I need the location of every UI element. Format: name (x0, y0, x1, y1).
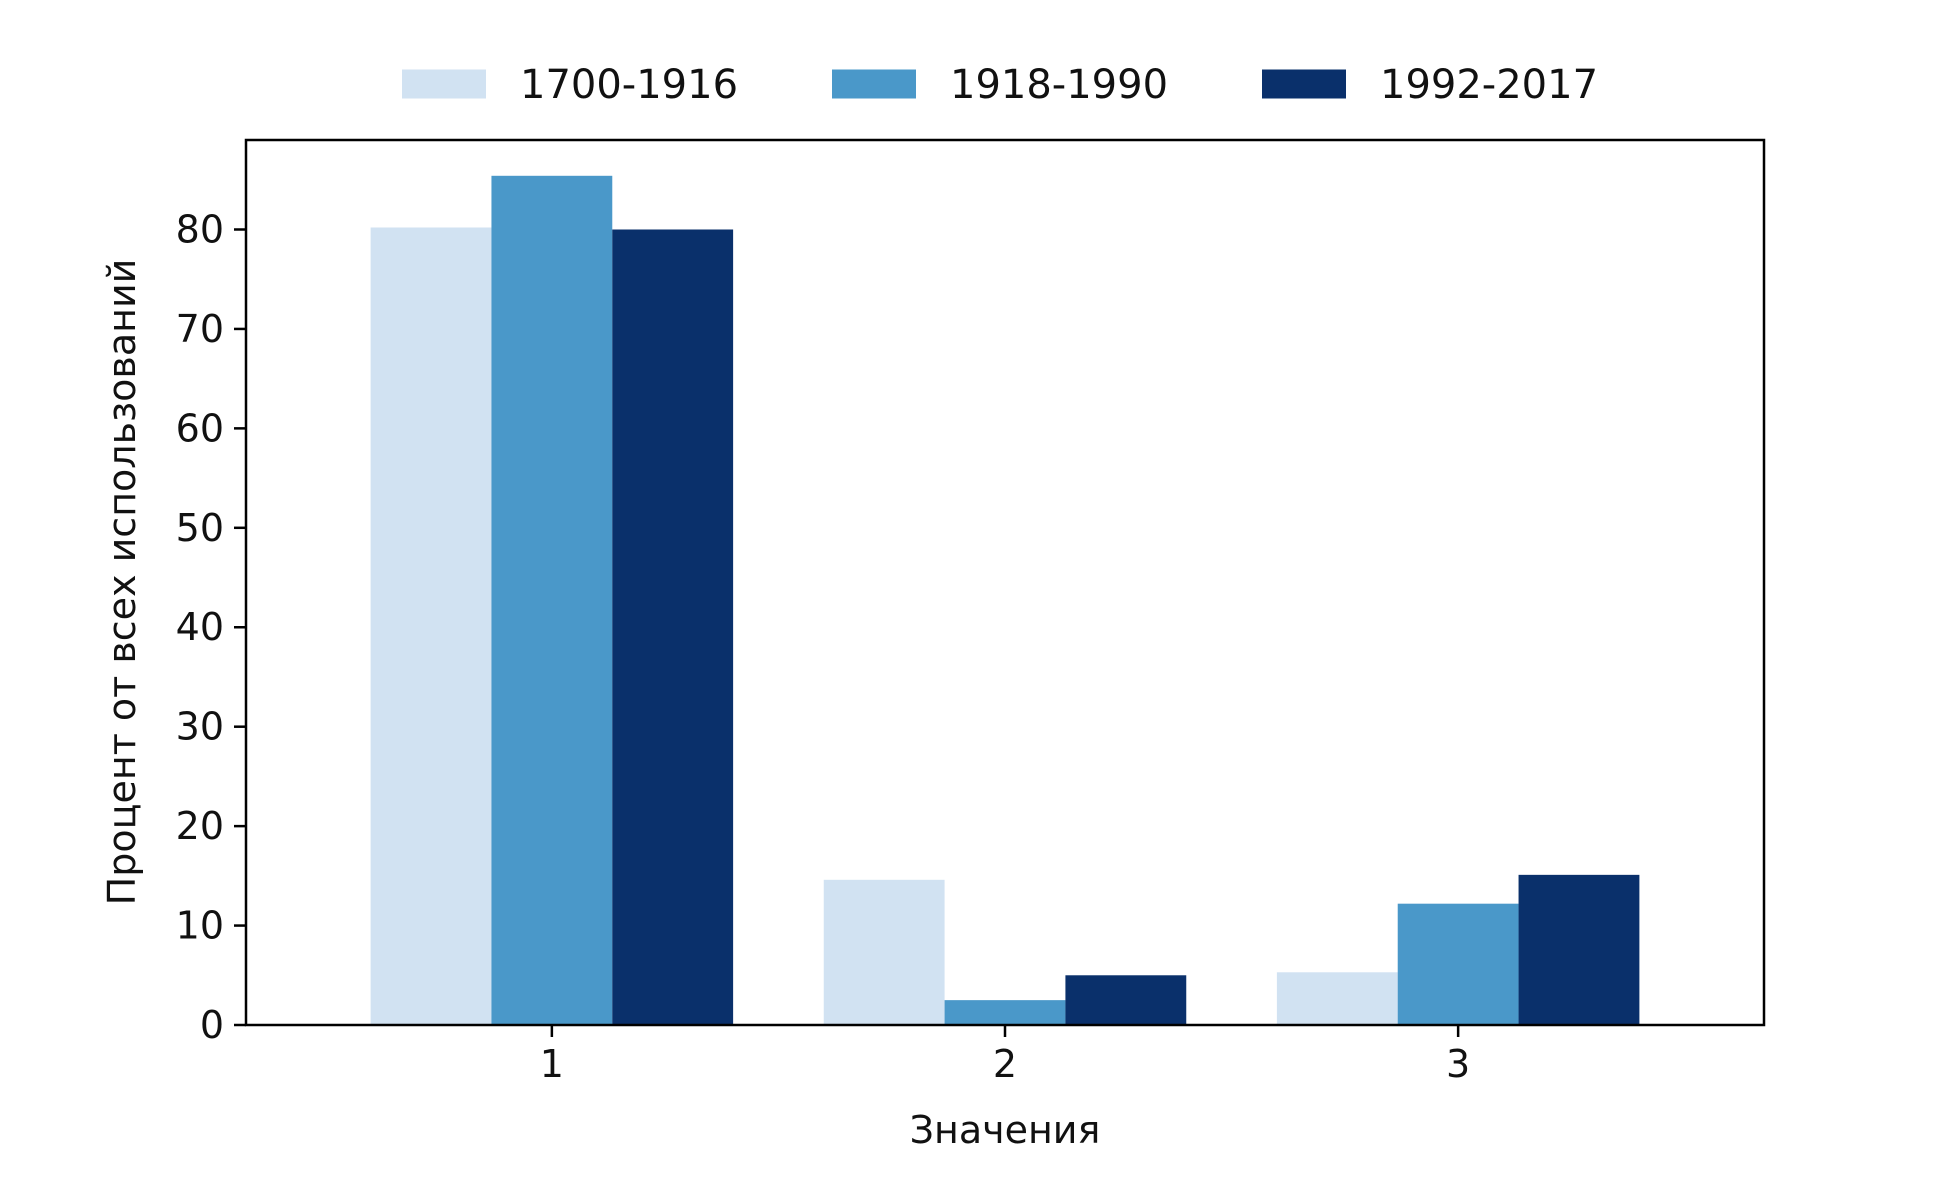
bar-1918-1990-category-3 (1397, 903, 1519, 1025)
legend-swatch-1700-1916 (402, 69, 486, 99)
y-tick-label: 20 (176, 804, 224, 848)
y-tick-label: 70 (176, 307, 224, 351)
legend-swatch-1918-1990 (832, 69, 916, 99)
legend-label-1700-1916: 1700-1916 (520, 62, 738, 108)
x-tick-label: 3 (1446, 1042, 1470, 1086)
legend-label-1992-2017: 1992-2017 (1380, 62, 1598, 108)
y-tick-label: 30 (176, 705, 224, 749)
y-tick-label: 60 (176, 406, 224, 450)
y-tick-label: 50 (176, 506, 224, 550)
legend: 1700-1916 1918-1990 1992-2017 (402, 62, 1598, 108)
x-tick-label: 1 (540, 1042, 564, 1086)
y-tick-label: 40 (176, 605, 224, 649)
bar-1992-2017-category-3 (1518, 874, 1640, 1025)
bar-1992-2017-category-2 (1065, 975, 1187, 1025)
bars-layer (370, 175, 1640, 1026)
legend-swatch-1992-2017 (1262, 69, 1346, 99)
y-tick-label: 80 (176, 207, 224, 251)
y-tick-label: 10 (176, 904, 224, 948)
bar-1700-1916-category-2 (823, 879, 945, 1025)
bar-1918-1990-category-1 (491, 175, 613, 1026)
bar-1918-1990-category-2 (944, 1000, 1066, 1025)
bar-1992-2017-category-1 (612, 229, 734, 1025)
x-tick-label: 2 (993, 1042, 1017, 1086)
bar-1700-1916-category-1 (370, 227, 492, 1025)
legend-label-1918-1990: 1918-1990 (950, 62, 1168, 108)
y-axis-label: Процент от всех использований (100, 259, 144, 906)
x-axis-label: Значения (910, 1108, 1101, 1152)
y-tick-label: 0 (200, 1003, 224, 1047)
bar-1700-1916-category-3 (1276, 972, 1398, 1025)
